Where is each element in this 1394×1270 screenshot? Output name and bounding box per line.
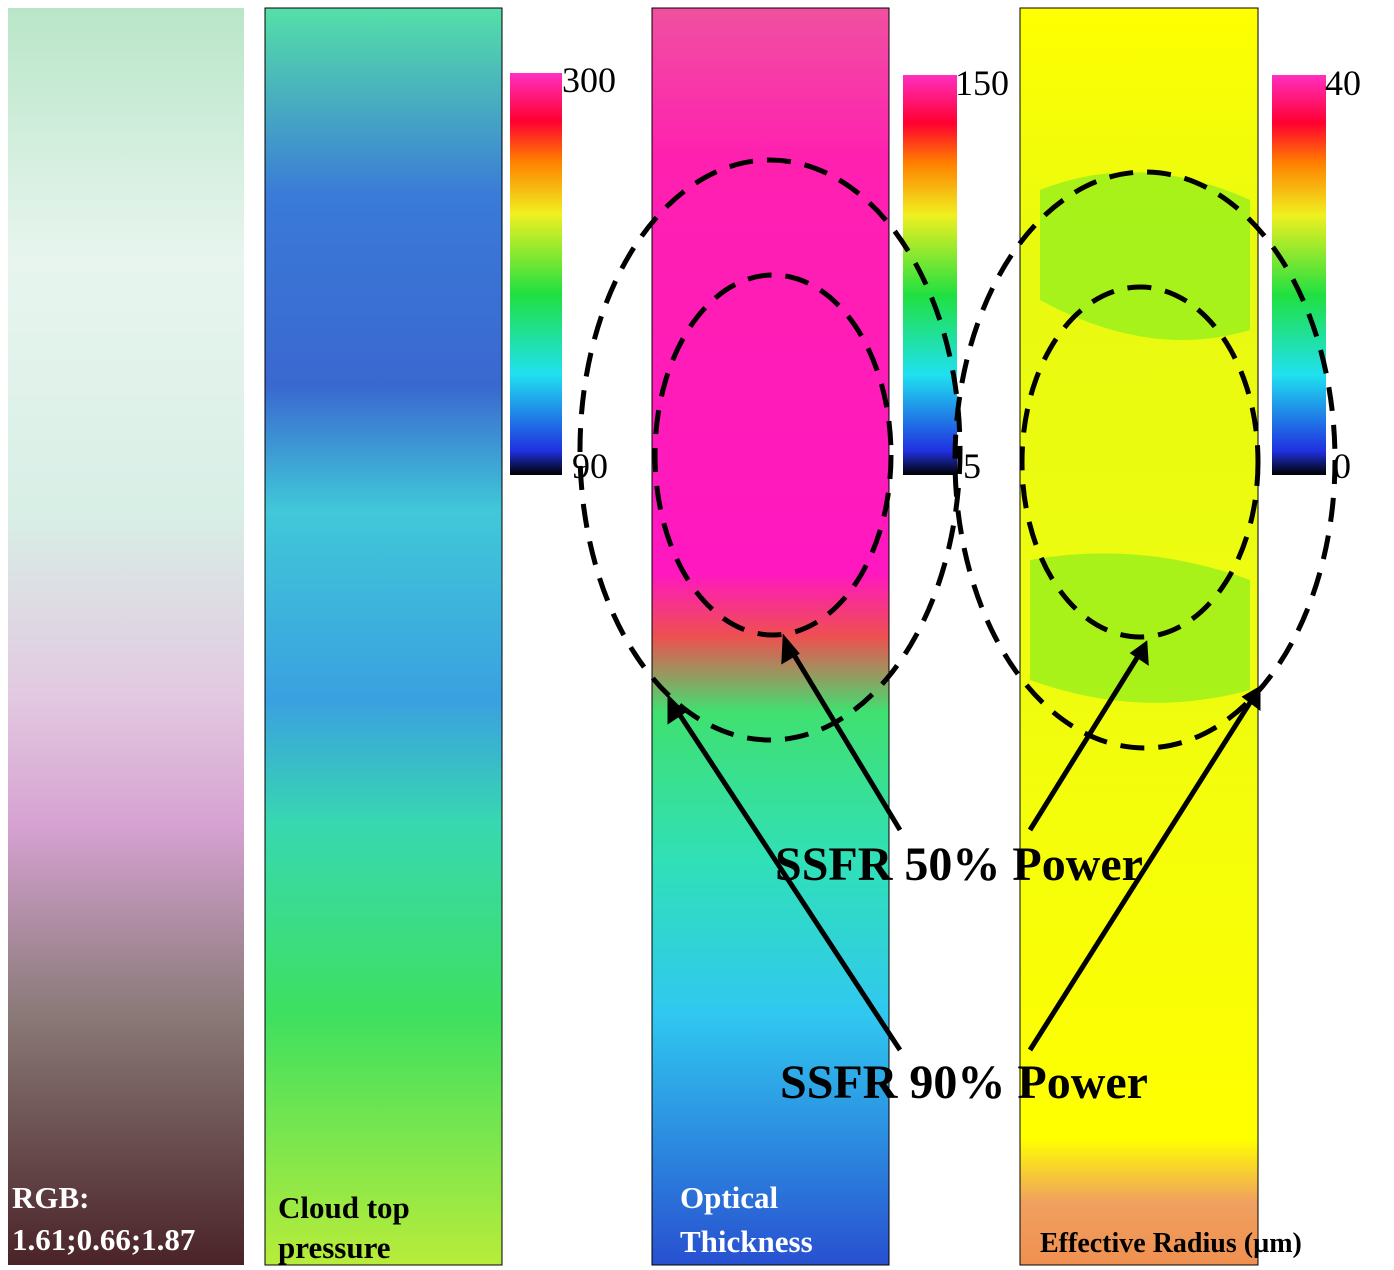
annotation: SSFR 50% Power — [775, 838, 1143, 891]
colorbar — [1272, 75, 1326, 475]
panel-label: Effective Radius (µm) — [1040, 1228, 1302, 1259]
colorbar-max: 300 — [562, 60, 616, 100]
colorbar-min: 5 — [963, 446, 981, 486]
colorbar — [903, 75, 957, 475]
panel-label: 1.61;0.66;1.87 — [12, 1222, 195, 1257]
annotation: SSFR 90% Power — [780, 1056, 1148, 1109]
panel-label: Thickness — [680, 1224, 813, 1259]
arrows — [667, 633, 1261, 1052]
panel-label: pressure — [278, 1230, 391, 1265]
cloud-top-pressure-image — [264, 7, 503, 1266]
colorbar-min: 0 — [1333, 446, 1351, 486]
radius-patch — [1030, 172, 1250, 703]
rgb-image — [8, 8, 244, 1265]
panel-label: RGB: — [12, 1180, 90, 1215]
ellipses — [577, 157, 1338, 751]
colorbar-max: 150 — [955, 63, 1009, 103]
colorbar — [510, 73, 562, 475]
colorbar-min: 90 — [572, 446, 608, 486]
panel-label: Optical — [680, 1180, 779, 1215]
colorbar-max: 40 — [1325, 63, 1361, 103]
panel-label: Cloud top — [278, 1190, 410, 1225]
